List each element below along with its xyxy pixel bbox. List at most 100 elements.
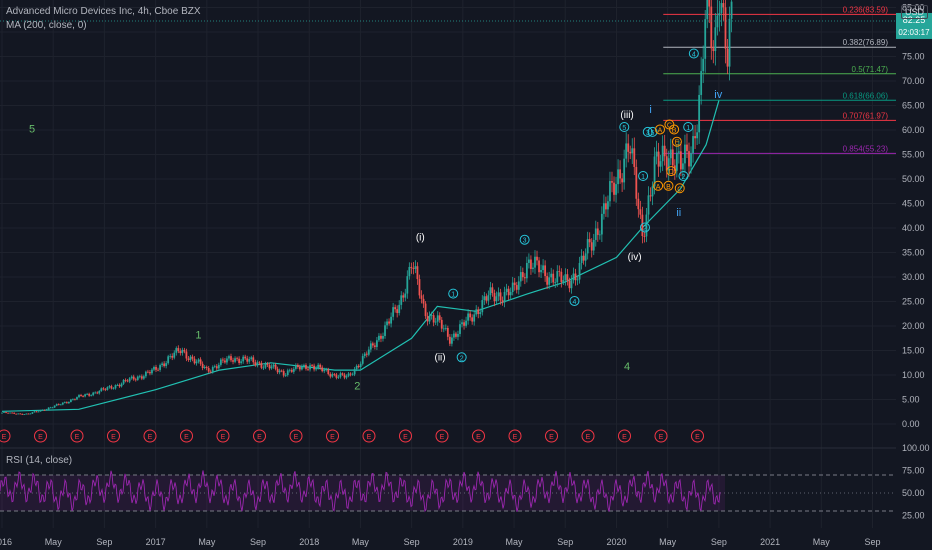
earnings-marker	[326, 429, 339, 443]
candle-body	[74, 399, 76, 401]
candle-body	[688, 151, 690, 167]
candle-body	[183, 349, 186, 352]
candle-body	[544, 265, 547, 277]
candle-body	[556, 271, 559, 283]
candle-body	[473, 314, 476, 322]
candle-body	[357, 365, 360, 368]
candle-body	[448, 336, 451, 344]
candle-body	[469, 313, 472, 318]
candle-body	[15, 413, 18, 415]
candle-body	[179, 351, 182, 354]
candle-body	[185, 351, 188, 359]
candle-body	[100, 388, 103, 391]
candle-body	[513, 282, 516, 286]
candle-body	[515, 285, 518, 290]
candle-body	[440, 319, 443, 329]
candle-body	[292, 368, 295, 372]
candle-body	[562, 280, 565, 282]
candle-body	[25, 413, 28, 415]
candle-body	[187, 358, 190, 360]
candle-body	[706, 0, 709, 20]
wave-label: 5	[651, 130, 655, 137]
wave-label: 1	[451, 292, 455, 299]
candle-body	[373, 345, 376, 347]
wave-label: 1	[686, 125, 690, 132]
earnings-marker	[70, 429, 84, 443]
candle-body	[667, 158, 670, 171]
time-tick-label: Sep	[96, 537, 112, 547]
candle-body	[82, 396, 84, 397]
wave-label: i	[649, 104, 651, 116]
candle-body	[55, 404, 58, 406]
candle-body	[420, 295, 423, 299]
candle-body	[165, 363, 168, 367]
candle-body	[78, 395, 80, 398]
candle-body	[260, 362, 263, 368]
price-tick-label: 15.00	[902, 346, 925, 356]
candle-body	[388, 321, 390, 324]
candle-body	[361, 356, 364, 364]
candle-body	[3, 412, 5, 413]
candle-body	[698, 94, 701, 133]
earnings-marker	[435, 429, 449, 443]
candle-body	[242, 356, 245, 362]
candle-body	[1, 412, 3, 414]
candle-body	[57, 404, 60, 405]
candle-body	[7, 412, 9, 414]
currency-button[interactable]: USD	[900, 5, 928, 19]
candle-body	[485, 296, 488, 301]
candle-body	[228, 356, 230, 359]
time-axis[interactable]: 2016 May Sep 2017 May Sep 2018 May Sep 2019 May Sep…	[0, 537, 881, 547]
candle-body	[692, 136, 694, 154]
wave-circle	[448, 288, 459, 299]
candle-body	[613, 182, 615, 195]
candle-body	[367, 349, 370, 355]
candle-body	[730, 1, 733, 19]
candle-body	[633, 148, 636, 167]
candle-body	[708, 0, 711, 7]
wave-circle	[519, 234, 530, 245]
candle-body	[635, 166, 638, 199]
candle-body	[23, 414, 26, 416]
candle-body	[684, 144, 686, 164]
candle-body	[128, 378, 131, 382]
candle-body	[712, 48, 715, 52]
candle-body	[584, 253, 587, 261]
candle-body	[408, 266, 411, 277]
candle-body	[39, 410, 42, 412]
candle-body	[5, 412, 7, 413]
wave-label: B	[672, 127, 677, 134]
candle-body	[467, 313, 470, 321]
time-tick-label: 2019	[453, 537, 473, 547]
candle-body	[659, 161, 662, 167]
earnings-marker	[34, 429, 47, 443]
candle-body	[657, 151, 660, 167]
candle-body	[349, 373, 352, 375]
candle-body	[272, 364, 275, 367]
candle-body	[566, 274, 569, 281]
time-tick-label: Sep	[711, 537, 727, 547]
wave-circle	[664, 119, 675, 130]
candle-body	[386, 321, 388, 326]
earnings-marker-label: E	[695, 434, 700, 441]
wave-label: iv	[714, 89, 722, 101]
candle-body	[627, 143, 630, 152]
candle-body	[244, 356, 247, 359]
earnings-marker-label: E	[257, 434, 262, 441]
candle-body	[414, 266, 417, 269]
candle-body	[532, 267, 534, 269]
candle-body	[33, 411, 36, 413]
candle-body	[540, 269, 542, 273]
candle-body	[203, 366, 206, 369]
candle-body	[9, 412, 12, 414]
candle-body	[580, 255, 583, 264]
candle-body	[80, 395, 82, 397]
candle-body	[682, 163, 684, 170]
candle-body	[323, 369, 326, 372]
candle-body	[726, 48, 729, 67]
candle-body	[157, 369, 159, 371]
candle-body	[521, 272, 524, 278]
candle-body	[70, 399, 72, 402]
candle-body	[280, 370, 283, 372]
